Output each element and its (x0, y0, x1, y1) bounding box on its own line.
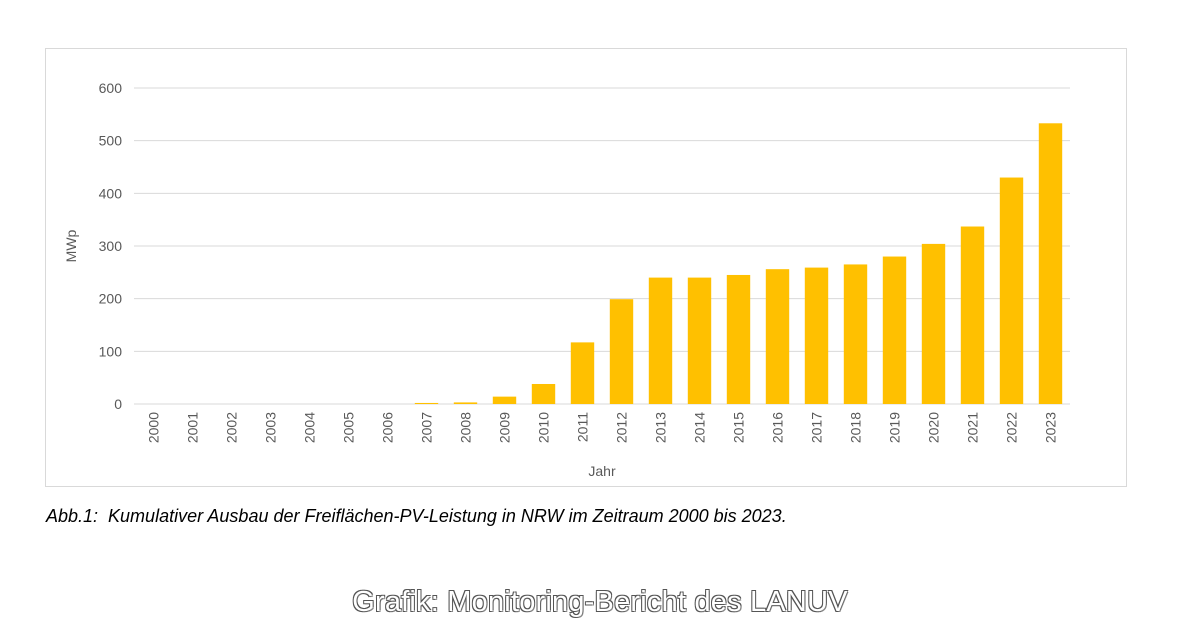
y-axis-ticks: 0 100 200 300 400 500 600 (99, 80, 123, 412)
bar-2019 (882, 256, 907, 404)
watermark-credit: Grafik: Monitoring-Bericht des LANUV (352, 586, 848, 618)
x-tick-label: 2006 (380, 412, 396, 443)
bar-chart: 0 100 200 300 400 500 600 2000 2001 2002 2003 2004… (63, 80, 1070, 479)
bar-2014 (687, 277, 712, 404)
x-tick-label: 2008 (458, 412, 474, 443)
x-tick-label: 2023 (1043, 412, 1059, 443)
bar-2008 (453, 402, 478, 404)
bar-2022 (999, 177, 1024, 404)
y-tick-label: 600 (99, 80, 123, 96)
bar-2021 (960, 226, 985, 404)
x-tick-label: 2022 (1004, 412, 1020, 443)
y-tick-label: 200 (99, 291, 123, 307)
y-tick-label: 500 (99, 133, 123, 149)
bar-2017 (804, 267, 829, 404)
y-tick-label: 400 (99, 185, 123, 201)
x-tick-label: 2017 (809, 412, 825, 443)
x-tick-label: 2005 (341, 412, 357, 443)
x-tick-label: 2010 (536, 412, 552, 443)
figure-caption: Abb.1: Kumulativer Ausbau der Freifläche… (46, 506, 787, 526)
bars (414, 123, 1063, 404)
x-tick-label: 2015 (731, 412, 747, 443)
x-tick-label: 2001 (185, 412, 201, 443)
x-tick-label: 2020 (926, 412, 942, 443)
x-tick-label: 2003 (263, 412, 279, 443)
x-tick-label: 2018 (848, 412, 864, 443)
bar-2010 (531, 383, 556, 404)
x-tick-label: 2011 (575, 412, 591, 442)
x-tick-label: 2002 (224, 412, 240, 443)
bar-2023 (1038, 123, 1063, 404)
x-tick-label: 2013 (653, 412, 669, 443)
bar-2018 (843, 264, 868, 404)
bar-2020 (921, 243, 946, 404)
gridlines (134, 87, 1070, 405)
bar-2012 (609, 299, 634, 404)
bar-2007 (414, 402, 439, 404)
x-tick-label: 2019 (887, 412, 903, 443)
y-axis-title: MWp (63, 229, 79, 262)
y-tick-label: 100 (99, 343, 123, 359)
x-tick-label: 2012 (614, 412, 630, 443)
x-tick-label: 2000 (146, 412, 162, 443)
x-tick-label: 2009 (497, 412, 513, 443)
y-tick-label: 300 (99, 238, 123, 254)
bar-2011 (570, 342, 595, 404)
bar-2015 (726, 274, 751, 404)
y-tick-label: 0 (114, 396, 122, 412)
bar-2016 (765, 269, 790, 404)
x-axis-title: Jahr (588, 463, 616, 479)
chart-frame: 0 100 200 300 400 500 600 2000 2001 2002 2003 2004… (45, 48, 1127, 487)
x-tick-label: 2004 (302, 412, 318, 443)
x-tick-label: 2016 (770, 412, 786, 443)
x-tick-label: 2021 (965, 412, 981, 443)
x-axis-ticks: 2000 2001 2002 2003 2004 2005 2006 2007 2008 2009… (146, 412, 1059, 443)
bar-2009 (492, 396, 517, 404)
x-tick-label: 2007 (419, 412, 435, 443)
bar-2013 (648, 277, 673, 404)
x-tick-label: 2014 (692, 412, 708, 443)
